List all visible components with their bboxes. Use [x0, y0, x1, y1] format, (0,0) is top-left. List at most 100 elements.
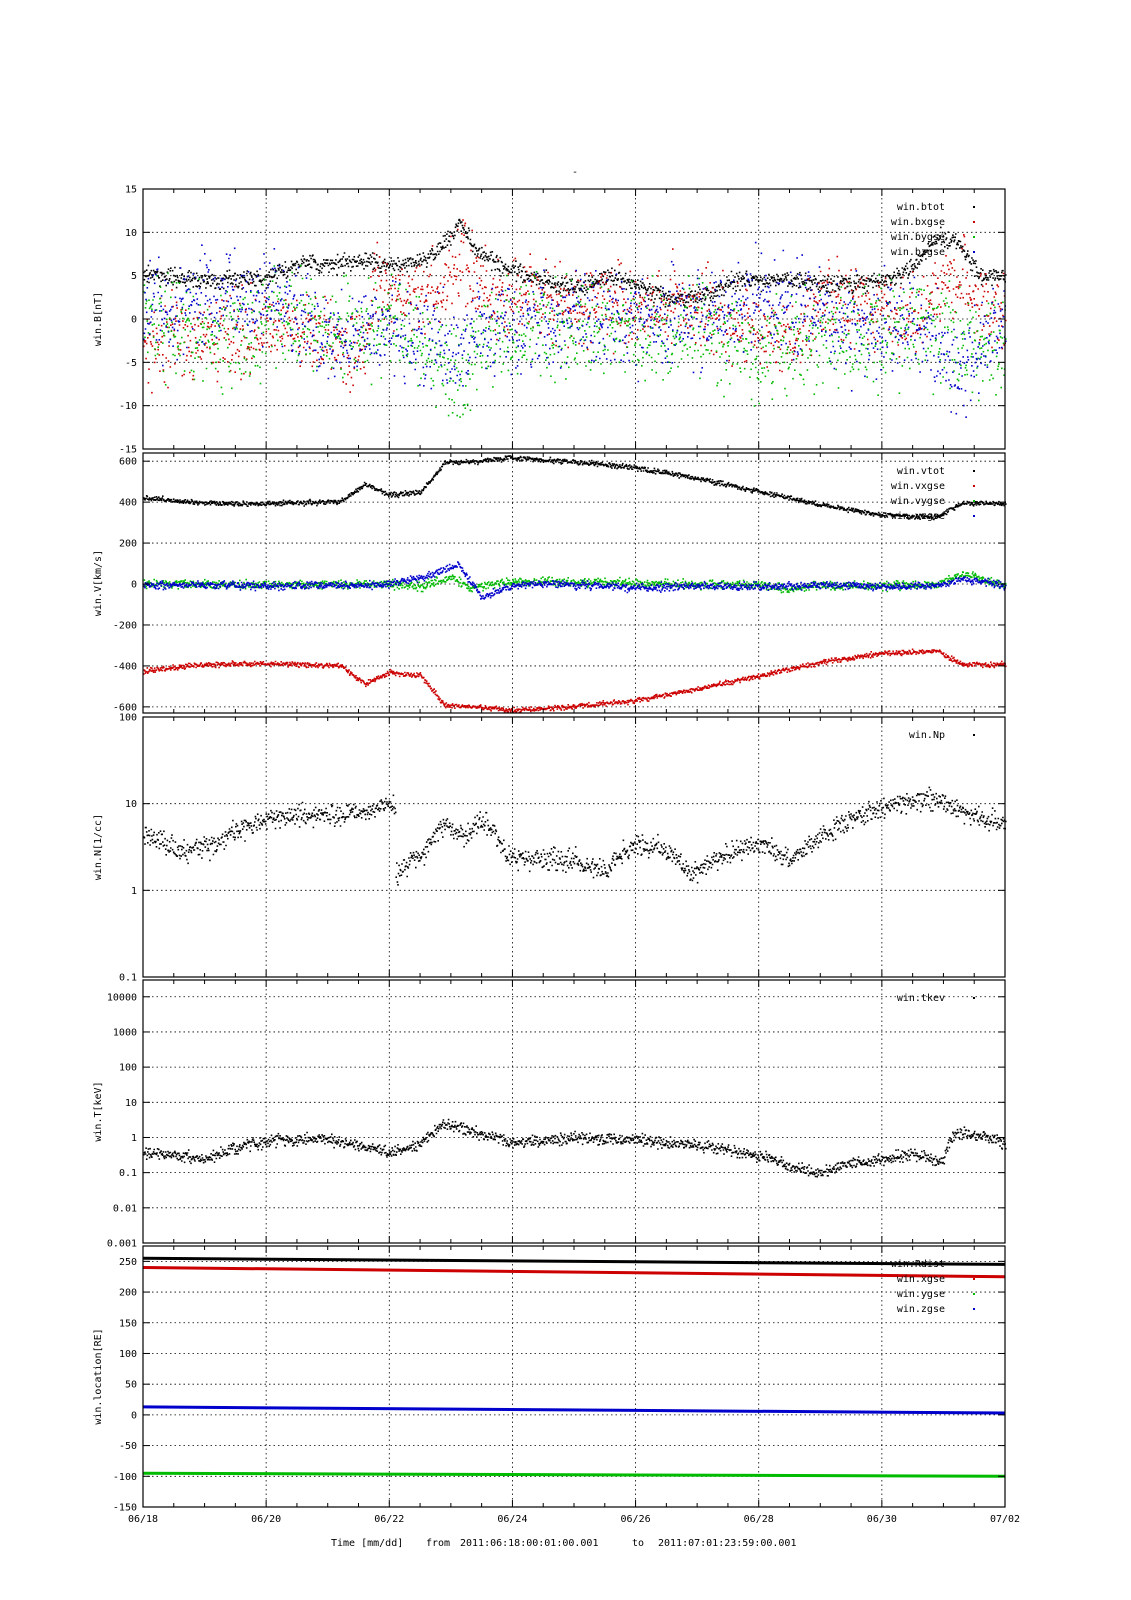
from-value: 2011:06:18:00:01:00.001	[460, 1538, 598, 1549]
data-points	[143, 561, 1007, 600]
y-tick-label: -100	[113, 1472, 137, 1483]
y-tick-label: 150	[119, 1318, 137, 1329]
x-tick-label: 06/22	[374, 1514, 404, 1525]
series-win-Rdist	[142, 1256, 1006, 1266]
x-tick-label: 06/24	[497, 1514, 527, 1525]
y-tick-label: 0.001	[107, 1239, 137, 1250]
y-tick-label: -50	[119, 1441, 137, 1452]
y-tick-label: 250	[119, 1257, 137, 1268]
y-tick-label: 100	[119, 1063, 137, 1074]
legend-marker	[973, 1263, 975, 1265]
series-win-bzgse	[143, 241, 1007, 418]
y-tick-label: -10	[119, 401, 137, 412]
legend-label: win.Rdist	[891, 1259, 945, 1270]
legend: win.vtot win.vxgse win.vygse win.vzgse	[891, 466, 975, 522]
legend-label: win.vzgse	[891, 511, 945, 522]
y-tick-label: 100	[119, 713, 137, 724]
plot-frame	[142, 188, 1006, 450]
data-points	[143, 1118, 1007, 1178]
plot-frame	[142, 1245, 1006, 1508]
y-tick-label: 0.1	[119, 1168, 137, 1179]
x-tick-label: 06/28	[744, 1514, 774, 1525]
legend-marker	[973, 500, 975, 502]
y-tick-label: 0.01	[113, 1203, 137, 1214]
y-tick-label: -200	[113, 620, 137, 631]
y-tick-label: 1	[131, 886, 137, 897]
plot-frame	[142, 979, 1006, 1244]
legend-marker	[973, 251, 975, 253]
x-tick-label: 06/18	[128, 1514, 158, 1525]
y-tick-label: -600	[113, 702, 137, 713]
y-tick-label: 15	[125, 185, 137, 196]
series-win-zgse	[142, 1405, 1006, 1415]
panel-2: 600 400 200 0 -200 -400 -600 win.V[km/s] win.vto…	[93, 452, 1007, 714]
y-tick-label: -400	[113, 661, 137, 672]
legend-marker	[973, 997, 975, 999]
data-points	[143, 264, 1007, 418]
to-value: 2011:07:01:23:59:00.001	[658, 1538, 796, 1549]
panel-5: 250 200 150 100 50 0 -50 -100 -150 win.location[R…	[93, 1245, 1006, 1514]
y-tick-label: 5	[131, 271, 137, 282]
legend-label: win.vygse	[891, 496, 945, 507]
legend-label: win.bzgse	[891, 247, 945, 258]
figure-title: -	[572, 167, 578, 178]
series-win-vxgse	[143, 648, 1007, 714]
legend-marker	[973, 1278, 975, 1280]
y-axis-label: win.N[1/cc]	[93, 814, 104, 880]
data-line	[142, 1471, 1006, 1478]
legend-label: win.tkev	[897, 993, 945, 1004]
data-points	[143, 571, 1007, 594]
legend-marker	[973, 485, 975, 487]
y-tick-label: -5	[125, 358, 137, 369]
legend: win.btot win.bxgse win.bygse win.bzgse	[891, 202, 975, 258]
legend-label: win.ygse	[897, 1289, 945, 1300]
legend-label: win.vtot	[897, 466, 945, 477]
data-points	[143, 786, 1007, 886]
series-win-ygse	[142, 1471, 1006, 1478]
time-axis: 06/18 06/20 06/22 06/24 06/26 06/28 06/30 07/02	[128, 1514, 1020, 1525]
legend-marker	[973, 1308, 975, 1310]
y-tick-label: 0	[131, 1410, 137, 1421]
legend: win.tkev	[897, 993, 975, 1004]
y-tick-label: 200	[119, 1288, 137, 1299]
y-tick-label: 10	[125, 228, 137, 239]
data-points	[143, 219, 1007, 394]
y-tick-label: 0.1	[119, 973, 137, 984]
legend: win.Np	[909, 730, 975, 741]
panel-1: 15 10 5 0 -5 -10 -15 win.B[nT] win.btot win.bxgse…	[93, 185, 1007, 456]
legend-marker	[973, 515, 975, 517]
y-tick-label: 1	[131, 1133, 137, 1144]
y-tick-label: 10	[125, 1098, 137, 1109]
series-win-btot	[143, 218, 1007, 309]
to-label: to	[632, 1538, 644, 1549]
panel-4: 10000 1000 100 10 1 0.1 0.01 0.001 win.T[keV] win…	[93, 979, 1007, 1250]
y-tick-label: 50	[125, 1380, 137, 1391]
legend-label: win.xgse	[897, 1274, 945, 1285]
legend: win.Rdist win.xgse win.ygse win.zgse	[891, 1259, 975, 1315]
legend-label: win.bygse	[891, 232, 945, 243]
legend-marker	[973, 734, 975, 736]
series-win-Np	[143, 786, 1007, 886]
data-points	[143, 648, 1007, 714]
footer: Time [mm/dd] from 2011:06:18:00:01:00.00…	[331, 1538, 796, 1549]
y-axis-label: win.T[keV]	[93, 1081, 104, 1141]
legend-marker	[973, 1293, 975, 1295]
data-points	[143, 241, 1007, 418]
legend-label: win.Np	[909, 730, 945, 741]
series-win-vygse	[143, 571, 1007, 594]
time-axis-label: Time [mm/dd]	[331, 1538, 403, 1549]
y-axis-label: win.V[km/s]	[93, 550, 104, 616]
y-tick-label: 400	[119, 498, 137, 509]
y-tick-label: -15	[119, 445, 137, 456]
legend-marker	[973, 206, 975, 208]
plot-frame	[142, 716, 1006, 978]
x-tick-label: 06/26	[621, 1514, 651, 1525]
y-tick-label: 10000	[107, 992, 137, 1003]
data-points	[143, 455, 1007, 521]
series-win-tkev	[143, 1118, 1007, 1178]
x-tick-label: 06/30	[867, 1514, 897, 1525]
y-tick-label: 10	[125, 799, 137, 810]
data-points	[143, 218, 1007, 309]
panels: 151050-5-10-15win.B[nT]win.btotwin.bxgse…	[93, 185, 1007, 1514]
